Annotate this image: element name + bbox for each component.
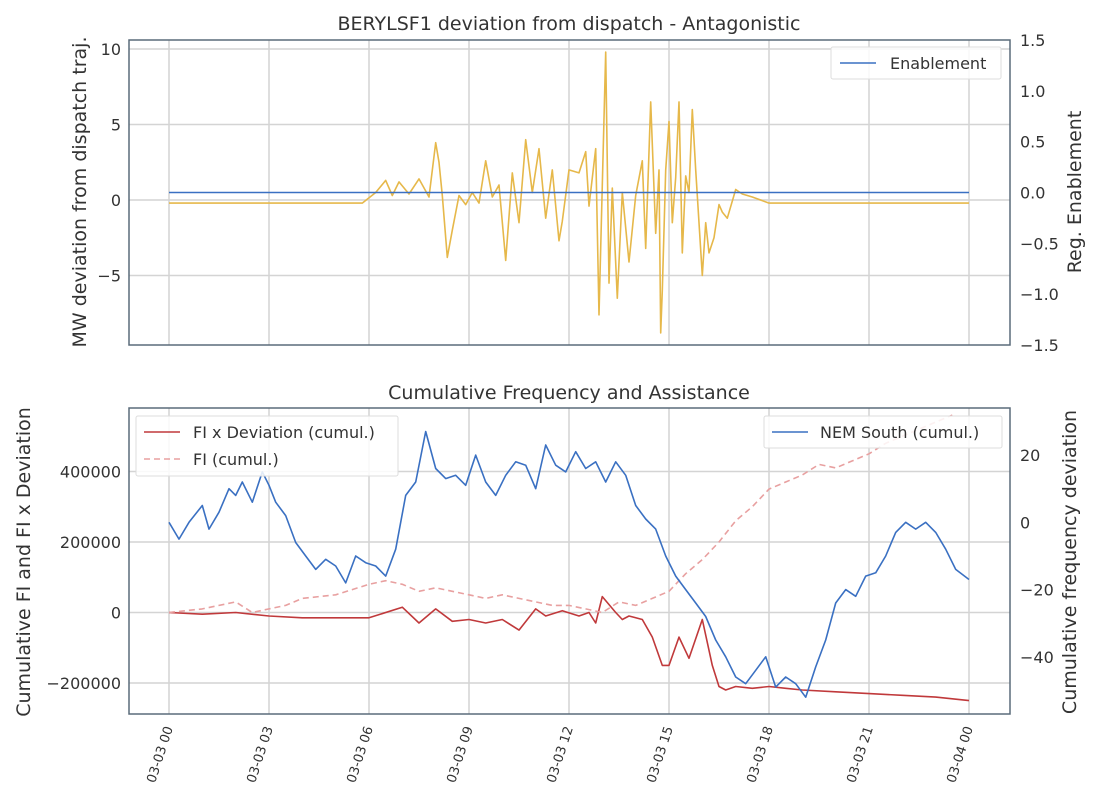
- deviation-title: BERYLSF1 deviation from dispatch - Antag…: [338, 13, 801, 35]
- fi-deviation-legend-label: FI x Deviation (cumul.): [193, 423, 375, 442]
- x-tick-label: 03-03 00: [144, 725, 176, 785]
- enablement-ylabel: Reg. Enablement: [1064, 111, 1086, 274]
- left-tick-label: −200000: [47, 674, 121, 693]
- right-tick-label: 1.0: [1020, 82, 1045, 101]
- frequency-ylabel: Cumulative frequency deviation: [1059, 410, 1081, 714]
- series-line-fi-cumul: [168, 414, 953, 614]
- deviation-ylabel: MW deviation from dispatch traj.: [69, 37, 91, 348]
- x-tick-label: 03-03 03: [244, 725, 276, 785]
- nem-legend-label: NEM South (cumul.): [820, 423, 979, 442]
- fi-legend: FI x Deviation (cumul.) FI (cumul.): [135, 415, 399, 477]
- deviation-panel: −5 0 5 10 −1.5 −1.0 −0.5 0.0 0.5 1.0 1.5 BERYLSF1 …: [69, 13, 1086, 355]
- cumulative-ticks: −200000 0 200000 400000 −40 −20 0 20 03-03 00 03-…: [47, 446, 1054, 785]
- x-tick-label: 03-03 09: [444, 725, 476, 785]
- left-tick-label: 200000: [60, 533, 121, 552]
- enablement-legend-box: [830, 46, 1002, 80]
- x-tick-label: 03-03 18: [744, 725, 776, 785]
- right-tick-label: −20: [1020, 581, 1054, 600]
- cumulative-title: Cumulative Frequency and Assistance: [388, 382, 750, 404]
- right-tick-label: −0.5: [1020, 234, 1059, 253]
- fi-cumul-legend-label: FI (cumul.): [193, 450, 279, 469]
- enablement-legend-label: Enablement: [890, 54, 986, 73]
- x-tick-label: 03-03 21: [844, 725, 876, 785]
- x-tick-label: 03-03 06: [344, 725, 376, 785]
- cumulative-ylabel: Cumulative FI and FI x Deviation: [13, 407, 35, 717]
- deviation-plot-frame: [128, 39, 1011, 346]
- series-line-deviation: [169, 51, 969, 334]
- left-tick-label: 5: [111, 116, 121, 135]
- right-tick-label: 0.5: [1020, 133, 1045, 152]
- x-tick-label: 03-03 12: [544, 725, 576, 785]
- series-line-fi-x-deviation-cumul: [168, 595, 970, 702]
- enablement-legend: Enablement: [830, 46, 1002, 80]
- cumulative-panel: −200000 0 200000 400000 −40 −20 0 20 03-03 00 03-…: [13, 382, 1081, 785]
- cumulative-series: [168, 414, 970, 702]
- right-tick-label: 0: [1020, 513, 1030, 532]
- right-tick-label: −1.5: [1020, 336, 1059, 355]
- left-tick-label: −5: [97, 267, 121, 286]
- left-tick-label: 400000: [60, 462, 121, 481]
- x-tick-label: 03-03 15: [644, 725, 676, 785]
- x-tick-label: 03-04 00: [944, 725, 976, 785]
- fi-legend-box: [135, 415, 399, 477]
- left-tick-label: 0: [111, 603, 121, 622]
- left-tick-label: 0: [111, 191, 121, 210]
- right-tick-label: 1.5: [1020, 31, 1045, 50]
- deviation-series: [169, 51, 969, 334]
- series-line-nem-south-cumul: [168, 430, 970, 699]
- right-tick-label: 0.0: [1020, 184, 1045, 203]
- nem-legend: NEM South (cumul.): [763, 415, 1003, 449]
- right-tick-label: −40: [1020, 648, 1054, 667]
- right-tick-label: 20: [1020, 446, 1040, 465]
- deviation-ticks: −5 0 5 10 −1.5 −1.0 −0.5 0.0 0.5 1.0 1.5: [97, 31, 1058, 355]
- right-tick-label: −1.0: [1020, 285, 1059, 304]
- left-tick-label: 10: [101, 40, 121, 59]
- nem-legend-box: [763, 415, 1003, 449]
- cumulative-plot-frame: [128, 407, 1011, 715]
